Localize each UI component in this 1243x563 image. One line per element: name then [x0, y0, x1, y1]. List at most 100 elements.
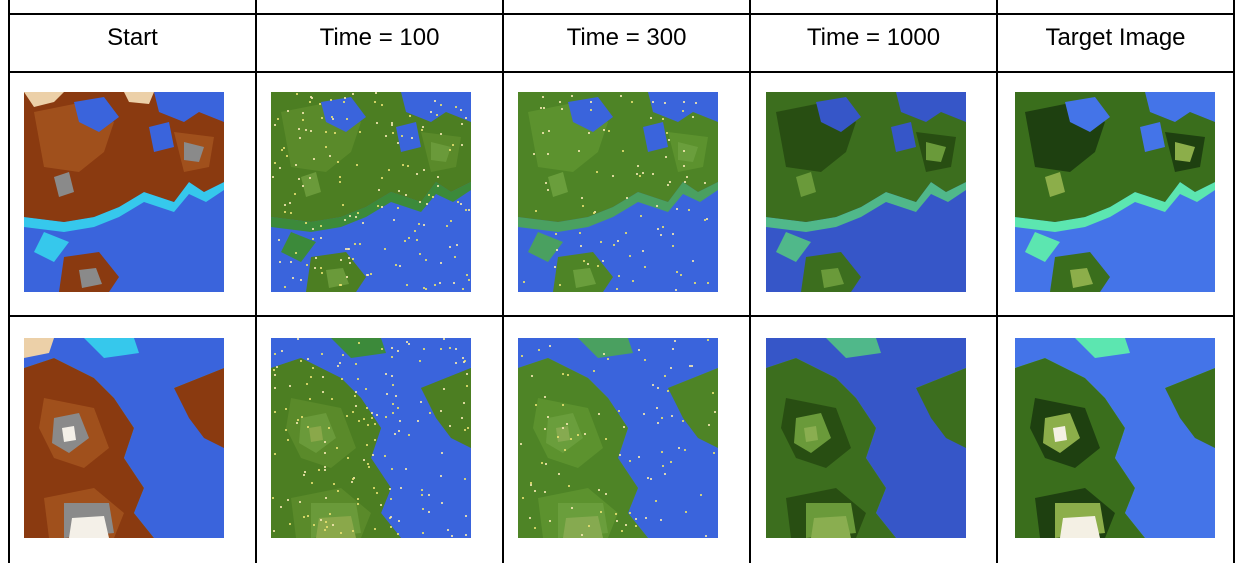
- noise-speckle: [425, 288, 427, 290]
- noise-speckle: [555, 233, 557, 235]
- noise-speckle: [682, 110, 684, 112]
- noise-speckle: [689, 365, 691, 367]
- noise-speckle: [662, 118, 664, 120]
- noise-speckle: [432, 196, 434, 198]
- noise-speckle: [596, 171, 598, 173]
- noise-speckle: [340, 532, 342, 534]
- noise-speckle: [428, 194, 430, 196]
- noise-speckle: [441, 452, 443, 454]
- noise-speckle: [367, 424, 369, 426]
- noise-speckle: [712, 392, 714, 394]
- lake-region: [421, 338, 471, 358]
- noise-speckle: [405, 468, 407, 470]
- noise-speckle: [692, 260, 694, 262]
- noise-speckle: [339, 181, 341, 183]
- noise-speckle: [365, 388, 367, 390]
- noise-speckle: [303, 474, 305, 476]
- noise-speckle: [685, 511, 687, 513]
- noise-speckle: [274, 353, 276, 355]
- noise-speckle: [419, 201, 421, 203]
- noise-speckle: [545, 182, 547, 184]
- noise-speckle: [290, 212, 292, 214]
- noise-speckle: [643, 413, 645, 415]
- map-image-row2-target: [1015, 338, 1215, 538]
- noise-speckle: [322, 376, 324, 378]
- noise-speckle: [301, 416, 303, 418]
- table-border-right: [1233, 0, 1235, 563]
- noise-speckle: [376, 414, 378, 416]
- noise-speckle: [704, 182, 706, 184]
- noise-speckle: [381, 177, 383, 179]
- column-header-target-image: Target Image: [1045, 24, 1186, 51]
- noise-speckle: [520, 443, 522, 445]
- noise-speckle: [461, 123, 463, 125]
- noise-speckle: [429, 412, 431, 414]
- noise-speckle: [584, 433, 586, 435]
- noise-speckle: [374, 528, 376, 530]
- noise-speckle: [401, 135, 403, 137]
- noise-speckle: [625, 524, 627, 526]
- noise-speckle: [358, 420, 360, 422]
- noise-speckle: [615, 513, 617, 515]
- noise-speckle: [376, 122, 378, 124]
- peak-region: [62, 426, 109, 538]
- noise-speckle: [285, 408, 287, 410]
- noise-speckle: [625, 232, 627, 234]
- island-highland-region: [821, 268, 844, 288]
- noise-speckle: [708, 424, 710, 426]
- noise-speckle: [437, 176, 439, 178]
- noise-speckle: [384, 248, 386, 250]
- noise-speckle: [358, 342, 360, 344]
- lake-region: [1065, 97, 1165, 152]
- column-header-start: Start: [107, 24, 158, 51]
- noise-speckle: [393, 219, 395, 221]
- noise-speckle: [534, 527, 536, 529]
- noise-speckle: [593, 370, 595, 372]
- noise-speckle: [280, 506, 282, 508]
- noise-speckle: [664, 473, 666, 475]
- noise-speckle: [655, 500, 657, 502]
- noise-speckle: [352, 530, 354, 532]
- noise-speckle: [394, 433, 396, 435]
- noise-speckle: [629, 512, 631, 514]
- noise-speckle: [538, 349, 540, 351]
- noise-speckle: [347, 457, 349, 459]
- noise-speckle: [366, 444, 368, 446]
- noise-speckle: [674, 340, 676, 342]
- column-divider: [996, 0, 998, 563]
- noise-speckle: [380, 504, 382, 506]
- noise-speckle: [334, 132, 336, 134]
- noise-speckle: [366, 274, 368, 276]
- noise-speckle: [344, 219, 346, 221]
- noise-speckle: [556, 249, 558, 251]
- noise-speckle: [306, 264, 308, 266]
- noise-speckle: [423, 287, 425, 289]
- noise-speckle: [355, 391, 357, 393]
- noise-speckle: [332, 118, 334, 120]
- noise-speckle: [465, 534, 467, 536]
- noise-speckle: [418, 223, 420, 225]
- noise-speckle: [644, 359, 646, 361]
- noise-speckle: [324, 441, 326, 443]
- noise-speckle: [566, 423, 568, 425]
- noise-speckle: [321, 272, 323, 274]
- noise-speckle: [318, 469, 320, 471]
- noise-speckle: [391, 468, 393, 470]
- noise-speckle: [302, 112, 304, 114]
- column-header-time-1000: Time = 1000: [806, 24, 941, 51]
- noise-speckle: [449, 347, 451, 349]
- noise-speckle: [325, 131, 327, 133]
- noise-speckle: [274, 453, 276, 455]
- peak-region: [309, 426, 356, 538]
- noise-speckle: [287, 439, 289, 441]
- island-highland-region: [1070, 268, 1093, 288]
- noise-speckle: [337, 365, 339, 367]
- noise-speckle: [465, 117, 467, 119]
- noise-speckle: [707, 339, 709, 341]
- noise-speckle: [340, 284, 342, 286]
- noise-speckle: [660, 234, 662, 236]
- noise-speckle: [603, 353, 605, 355]
- noise-speckle: [346, 118, 348, 120]
- noise-speckle: [274, 374, 276, 376]
- noise-speckle: [460, 203, 462, 205]
